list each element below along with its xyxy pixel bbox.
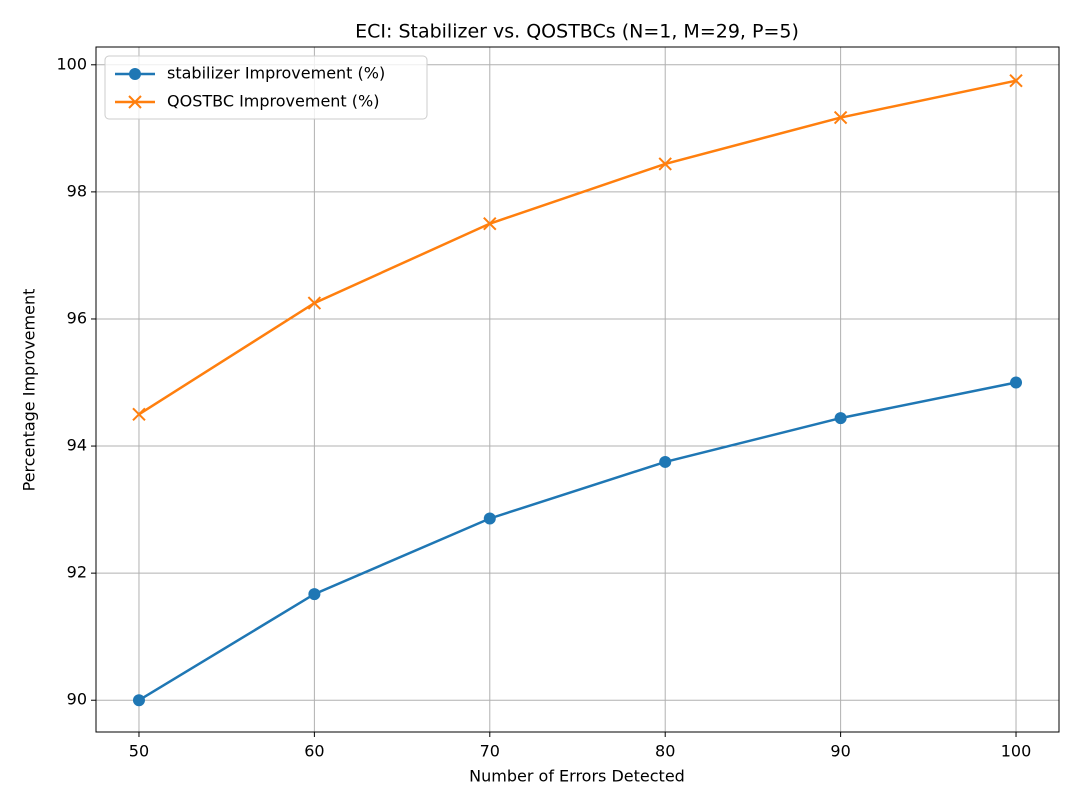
legend-label: stabilizer Improvement (%) <box>167 64 385 83</box>
point <box>1010 376 1023 389</box>
x-tick-label: 50 <box>129 742 149 761</box>
point <box>483 216 497 231</box>
x-axis-label: Number of Errors Detected <box>469 767 685 786</box>
point <box>659 455 672 468</box>
legend-marker <box>128 95 142 109</box>
point <box>132 407 146 421</box>
x-tick-label: 70 <box>480 742 500 761</box>
point <box>833 110 848 125</box>
point <box>483 512 496 525</box>
x-tick-label: 90 <box>830 742 850 761</box>
series-line <box>138 79 1017 416</box>
point <box>658 157 672 171</box>
y-tick-label: 92 <box>67 563 87 582</box>
point <box>1009 73 1023 88</box>
chart-title: ECI: Stabilizer vs. QOSTBCs (N=1, M=29, … <box>355 21 799 43</box>
point <box>307 296 322 310</box>
x-tick-label: 100 <box>1001 742 1032 761</box>
point <box>308 588 321 601</box>
plot-frame <box>95 46 1060 733</box>
y-tick-label: 100 <box>56 54 87 73</box>
legend-label: QOSTBC Improvement (%) <box>167 92 379 111</box>
legend-marker <box>129 68 141 80</box>
y-tick-label: 90 <box>67 690 87 709</box>
legend-box <box>104 55 428 120</box>
x-tick-label: 80 <box>655 742 675 761</box>
y-axis-label: Percentage Improvement <box>20 289 39 492</box>
point <box>132 694 145 707</box>
point <box>834 412 847 425</box>
series-line <box>138 381 1017 702</box>
y-tick-label: 94 <box>67 436 87 455</box>
y-tick-label: 98 <box>67 181 87 200</box>
x-tick-label: 60 <box>304 742 324 761</box>
y-tick-label: 96 <box>67 308 87 327</box>
